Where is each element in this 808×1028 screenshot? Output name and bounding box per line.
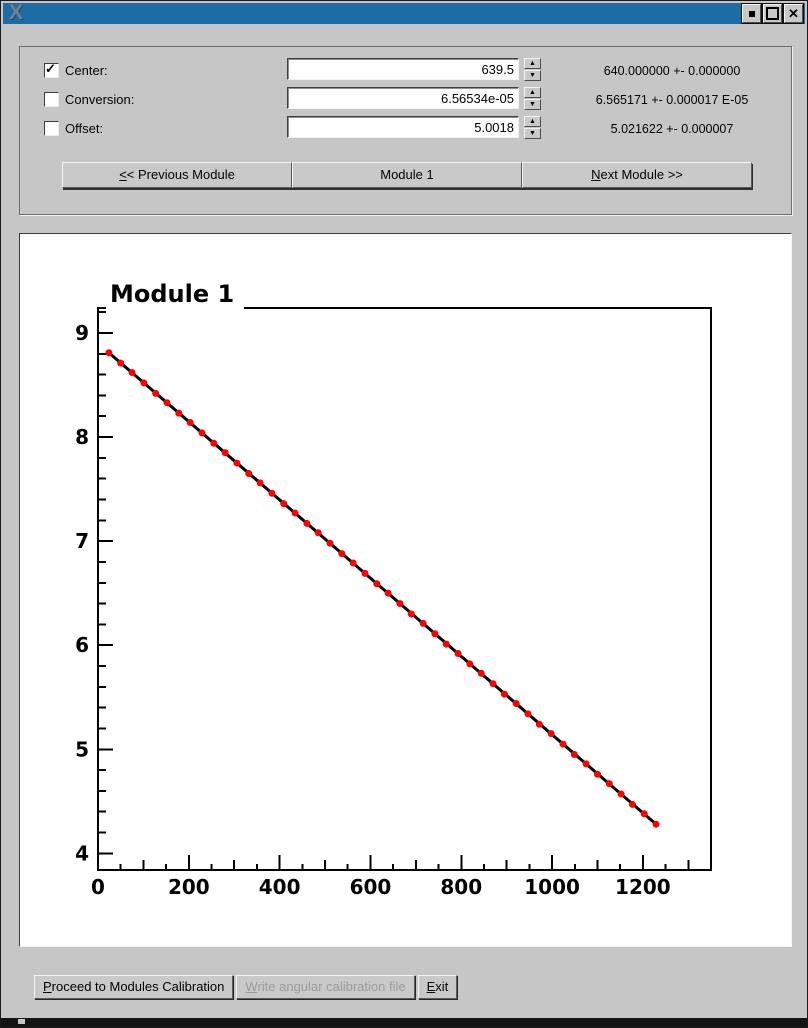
svg-text:800: 800: [440, 875, 482, 899]
window-resize-bar[interactable]: [1, 1018, 807, 1027]
svg-text:7: 7: [75, 529, 89, 553]
current-module-button[interactable]: Module 1: [292, 162, 522, 188]
arrow-up-icon: ▲: [529, 60, 536, 67]
center-spinbox: ▲ ▼: [287, 58, 541, 82]
mnemonic: <: [119, 167, 127, 182]
calibration-parameters-panel: ✓ Center: ▲ ▼ 640.000000 +- 0.000000 ✓ C…: [19, 46, 792, 215]
arrow-up-icon: ▲: [529, 118, 536, 125]
button-label: xit: [435, 979, 449, 994]
offset-spin-up-button[interactable]: ▲: [524, 116, 541, 127]
offset-spinbox: ▲ ▼: [287, 116, 541, 140]
arrow-down-icon: ▼: [529, 130, 536, 137]
close-button[interactable]: ✕: [783, 3, 804, 24]
button-label: rite angular calibration file: [257, 979, 406, 994]
svg-text:8: 8: [75, 425, 89, 449]
center-label: Center:: [65, 63, 108, 78]
conversion-label: Conversion:: [65, 92, 135, 107]
conversion-row: ✓ Conversion: ▲ ▼ 6.565171 +- 0.000017 E…: [20, 87, 791, 111]
center-input[interactable]: [287, 58, 519, 80]
button-label: ext Module >>: [600, 167, 683, 182]
x11-logo-icon: X: [9, 1, 24, 24]
titlebar[interactable]: X ✕: [3, 1, 805, 24]
close-icon: ✕: [788, 6, 799, 21]
mnemonic: W: [245, 979, 258, 994]
resize-notch: [18, 1019, 25, 1024]
mnemonic: E: [426, 979, 436, 994]
svg-text:6: 6: [75, 633, 89, 657]
offset-row: ✓ Offset: ▲ ▼ 5.021622 +- 0.000007: [20, 116, 791, 140]
calibration-plot: 0 200 400 600 800 1000 1200 4 5 6 7 8 9: [75, 307, 712, 899]
svg-text:1200: 1200: [615, 875, 671, 899]
center-spin-up-button[interactable]: ▲: [524, 58, 541, 69]
exit-button[interactable]: Exit: [417, 975, 458, 999]
conversion-spin-down-button[interactable]: ▼: [524, 99, 541, 110]
arrow-down-icon: ▼: [529, 72, 536, 79]
check-icon: ✓: [45, 61, 56, 76]
conversion-spinbox: ▲ ▼: [287, 87, 541, 111]
svg-text:5: 5: [75, 737, 89, 761]
svg-text:4: 4: [75, 841, 89, 865]
conversion-spin-up-button[interactable]: ▲: [524, 87, 541, 98]
offset-label: Offset:: [65, 121, 104, 136]
button-label: Module 1: [380, 167, 434, 182]
iconify-icon: [748, 10, 755, 17]
conversion-fit-result: 6.565171 +- 0.000017 E-05: [595, 93, 749, 107]
center-fit-result: 640.000000 +- 0.000000: [603, 64, 741, 78]
arrow-down-icon: ▼: [529, 101, 536, 108]
svg-text:400: 400: [259, 875, 301, 899]
module-navigation: << Previous Module Module 1 Next Module …: [62, 162, 752, 188]
arrow-up-icon: ▲: [529, 89, 536, 96]
iconify-button[interactable]: [741, 3, 762, 24]
center-row: ✓ Center: ▲ ▼ 640.000000 +- 0.000000: [20, 58, 791, 82]
svg-text:9: 9: [75, 321, 89, 345]
offset-fit-result: 5.021622 +- 0.000007: [610, 122, 734, 136]
maximize-icon: [766, 7, 779, 20]
write-angular-calibration-file-button: Write angular calibration file: [236, 975, 415, 999]
offset-spin-down-button[interactable]: ▼: [524, 128, 541, 139]
svg-text:600: 600: [350, 875, 392, 899]
titlebar-buttons: ✕: [741, 3, 804, 24]
svg-text:200: 200: [168, 875, 210, 899]
center-spin-down-button[interactable]: ▼: [524, 70, 541, 81]
footer-buttons: Proceed to Modules Calibration Write ang…: [34, 975, 458, 999]
center-checkbox[interactable]: ✓: [44, 61, 59, 78]
button-label: roceed to Modules Calibration: [51, 979, 225, 994]
plot-canvas: Module 1 0 200 400 600 800 1000 1200 4 5 6 7 8 9: [19, 233, 792, 947]
mnemonic: N: [591, 167, 601, 182]
offset-checkbox[interactable]: ✓: [44, 121, 59, 136]
svg-text:1000: 1000: [524, 875, 580, 899]
conversion-checkbox[interactable]: ✓: [44, 92, 59, 107]
offset-input[interactable]: [287, 116, 519, 138]
svg-text:0: 0: [91, 875, 105, 899]
proceed-to-modules-calibration-button[interactable]: Proceed to Modules Calibration: [34, 975, 234, 999]
previous-module-button[interactable]: << Previous Module: [62, 162, 292, 188]
next-module-button[interactable]: Next Module >>: [522, 162, 752, 188]
plot-title: Module 1: [106, 278, 245, 310]
conversion-input[interactable]: [287, 87, 519, 109]
mnemonic: P: [43, 979, 52, 994]
maximize-button[interactable]: [762, 3, 783, 24]
button-label: < Previous Module: [126, 167, 235, 182]
